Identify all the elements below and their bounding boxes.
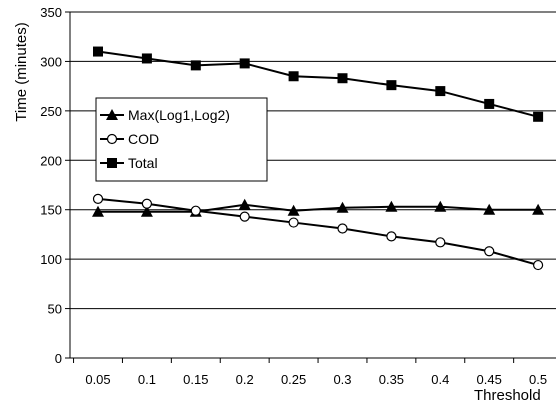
y-tick-label: 150 bbox=[40, 203, 62, 218]
data-point bbox=[140, 205, 153, 217]
legend: Max(Log1,Log2) COD Total bbox=[95, 97, 268, 182]
series-line bbox=[97, 197, 539, 267]
data-point bbox=[238, 198, 251, 210]
data-point bbox=[483, 203, 496, 215]
data-point bbox=[92, 205, 104, 217]
x-tick-label: 0.15 bbox=[183, 372, 208, 387]
x-tick-label: 0.25 bbox=[281, 372, 306, 387]
y-tick-label: 50 bbox=[48, 302, 62, 317]
x-tick-label: 0.35 bbox=[379, 372, 404, 387]
series-cod bbox=[92, 193, 544, 271]
x-tick-label: 0.1 bbox=[138, 372, 156, 387]
series-max-log1-log2 bbox=[92, 198, 545, 217]
data-point bbox=[533, 111, 544, 122]
x-tick-label: 0.45 bbox=[477, 372, 502, 387]
legend-marker bbox=[106, 109, 118, 120]
data-point bbox=[287, 204, 300, 216]
data-point bbox=[288, 71, 299, 82]
data-point bbox=[93, 46, 103, 57]
data-point bbox=[337, 223, 348, 234]
data-point bbox=[337, 73, 348, 84]
legend-marker bbox=[106, 133, 118, 145]
axes bbox=[65, 11, 556, 363]
x-tick-label: 0.05 bbox=[85, 372, 110, 387]
y-tick-label: 250 bbox=[40, 104, 62, 119]
x-tick-labels: 0.05 0.1 0.15 0.2 0.25 0.3 0.35 0.4 0.45 0.5 bbox=[85, 372, 547, 387]
data-point bbox=[239, 58, 250, 69]
data-point bbox=[336, 201, 349, 213]
data-point bbox=[385, 200, 398, 212]
data-point bbox=[386, 80, 397, 91]
series-group bbox=[92, 46, 545, 271]
y-tick-label: 200 bbox=[40, 153, 62, 168]
x-tick-label: 0.2 bbox=[236, 372, 254, 387]
legend-marker bbox=[107, 158, 117, 168]
data-point bbox=[484, 246, 495, 257]
data-point bbox=[386, 231, 397, 242]
data-point bbox=[141, 53, 152, 64]
data-point bbox=[92, 193, 104, 204]
data-point bbox=[141, 198, 152, 209]
legend-label: Total bbox=[128, 155, 158, 171]
x-tick-label: 0.3 bbox=[333, 372, 351, 387]
data-point bbox=[435, 86, 446, 97]
data-point bbox=[532, 259, 544, 271]
legend-label: COD bbox=[128, 131, 159, 147]
y-tick-labels: 0 50 100 150 200 250 300 350 bbox=[40, 5, 62, 366]
legend-label: Max(Log1,Log2) bbox=[128, 107, 230, 123]
data-point bbox=[532, 203, 545, 215]
legend-box bbox=[95, 97, 268, 182]
data-point bbox=[239, 211, 250, 222]
data-point bbox=[484, 98, 495, 109]
y-tick-label: 300 bbox=[40, 54, 62, 69]
series-line bbox=[97, 50, 539, 118]
series-total bbox=[93, 46, 544, 122]
data-point bbox=[435, 237, 446, 248]
y-tick-label: 0 bbox=[55, 351, 62, 366]
x-axis-title: Threshold bbox=[474, 387, 541, 404]
data-point bbox=[190, 60, 201, 71]
y-tick-label: 350 bbox=[40, 5, 62, 20]
x-tick-label: 0.5 bbox=[529, 372, 547, 387]
y-tick-label: 100 bbox=[40, 252, 62, 267]
series-line bbox=[98, 203, 539, 213]
x-tick-label: 0.4 bbox=[431, 372, 449, 387]
data-point bbox=[288, 217, 299, 228]
data-point bbox=[434, 200, 447, 212]
y-axis-title: Time (minutes) bbox=[13, 22, 30, 121]
data-point bbox=[190, 205, 201, 216]
